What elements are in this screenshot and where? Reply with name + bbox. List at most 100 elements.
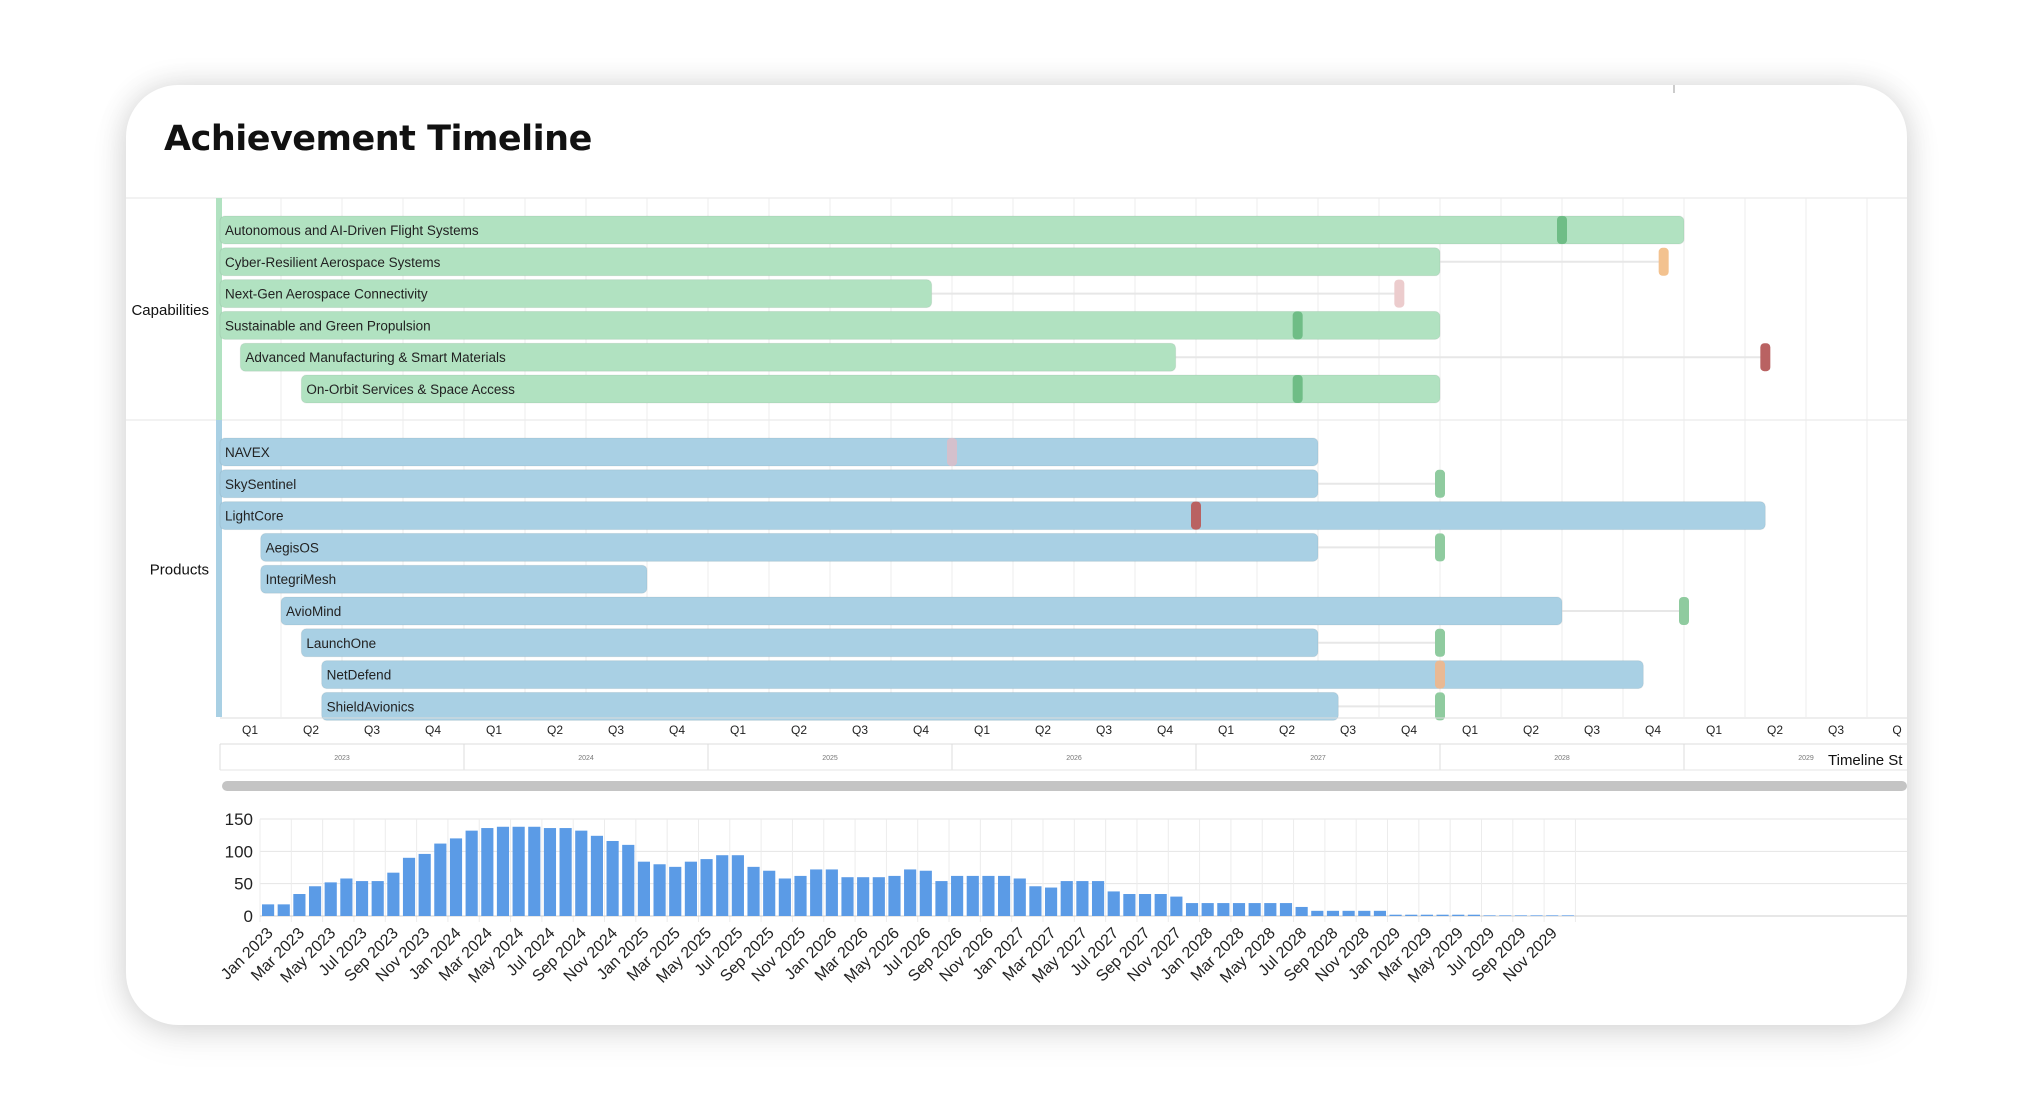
hist-bar[interactable] [1483, 915, 1496, 916]
hist-bar[interactable] [308, 886, 322, 916]
hist-bar[interactable] [1217, 903, 1230, 916]
gantt-bar[interactable] [219, 469, 1319, 499]
hist-bar[interactable] [434, 843, 447, 916]
hist-bar[interactable] [951, 875, 964, 916]
hist-bar[interactable] [1561, 915, 1574, 916]
hist-bar[interactable] [1107, 891, 1120, 916]
hist-bar[interactable] [1420, 914, 1433, 916]
hist-bar[interactable] [1076, 881, 1089, 916]
milestone-marker[interactable] [1435, 628, 1445, 657]
hist-bar[interactable] [402, 857, 416, 916]
hist-bar[interactable] [1201, 903, 1214, 916]
hist-bar[interactable] [1123, 894, 1136, 916]
hist-bar[interactable] [1248, 903, 1261, 916]
hist-bar[interactable] [340, 878, 353, 916]
milestone-marker[interactable] [947, 438, 957, 466]
hist-bar[interactable] [1060, 881, 1073, 916]
gantt-bar[interactable] [300, 628, 1319, 658]
milestone-marker[interactable] [1658, 247, 1669, 276]
hist-bar[interactable] [1467, 914, 1480, 916]
hist-bar[interactable] [559, 828, 572, 916]
hist-bar[interactable] [1170, 896, 1183, 916]
hist-bar[interactable] [857, 877, 870, 916]
hist-bar[interactable] [653, 864, 666, 916]
milestone-marker[interactable] [1435, 660, 1445, 689]
gantt-bar[interactable] [219, 279, 933, 309]
milestone-marker[interactable] [1191, 501, 1201, 530]
gantt-bar[interactable] [219, 501, 1766, 531]
hist-bar[interactable] [763, 870, 776, 916]
gantt-bar[interactable] [219, 215, 1685, 245]
hist-bar[interactable] [778, 878, 791, 916]
hist-bar[interactable] [637, 861, 650, 916]
hist-bar[interactable] [371, 881, 384, 916]
hist-bar[interactable] [465, 830, 478, 916]
hist-bar[interactable] [935, 881, 948, 916]
hist-bar[interactable] [1185, 903, 1199, 916]
gantt-bar[interactable] [260, 564, 648, 594]
hist-bar[interactable] [590, 835, 604, 916]
hist-bar[interactable] [262, 904, 275, 916]
hist-bar[interactable] [1045, 887, 1058, 916]
hist-bar[interactable] [1138, 894, 1152, 916]
hist-bar[interactable] [888, 875, 901, 916]
hist-bar[interactable] [841, 877, 854, 916]
gantt-bar[interactable] [321, 691, 1339, 721]
gantt-bar[interactable] [280, 596, 1563, 626]
hist-bar[interactable] [1091, 881, 1105, 916]
hist-bar[interactable] [528, 826, 541, 916]
gantt-bar[interactable] [239, 342, 1177, 372]
gantt-bar[interactable] [300, 374, 1441, 404]
hist-bar[interactable] [1279, 903, 1293, 916]
hist-bar[interactable] [700, 859, 713, 916]
hist-bar[interactable] [1311, 910, 1324, 916]
hist-bar[interactable] [747, 866, 760, 916]
hist-bar[interactable] [1436, 914, 1449, 916]
hist-bar[interactable] [293, 894, 306, 916]
hist-bar[interactable] [1452, 914, 1465, 916]
hist-bar[interactable] [277, 904, 290, 916]
hist-bar[interactable] [481, 828, 494, 916]
hist-bar[interactable] [966, 875, 979, 916]
hist-bar[interactable] [1405, 914, 1418, 916]
milestone-marker[interactable] [1435, 692, 1445, 721]
hist-bar[interactable] [575, 830, 588, 916]
hist-bar[interactable] [872, 877, 885, 916]
hist-bar[interactable] [1264, 903, 1277, 916]
hist-bar[interactable] [1295, 906, 1308, 916]
hist-bar[interactable] [355, 881, 369, 916]
hist-bar[interactable] [418, 853, 431, 916]
hist-bar[interactable] [1358, 910, 1371, 916]
hist-bar[interactable] [449, 838, 463, 916]
hist-bar[interactable] [904, 869, 917, 916]
hist-bar[interactable] [794, 875, 807, 916]
gantt-bar[interactable] [219, 310, 1441, 340]
hist-bar[interactable] [1514, 915, 1527, 916]
hist-bar[interactable] [1326, 910, 1340, 916]
hist-bar[interactable] [1154, 894, 1167, 916]
horizontal-scrollbar[interactable] [222, 781, 1907, 791]
hist-bar[interactable] [1546, 915, 1559, 916]
hist-bar[interactable] [1029, 886, 1042, 916]
hist-bar[interactable] [1530, 915, 1543, 916]
hist-bar[interactable] [716, 855, 729, 916]
milestone-marker[interactable] [1394, 279, 1405, 308]
hist-bar[interactable] [512, 826, 525, 916]
hist-bar[interactable] [1389, 914, 1402, 916]
milestone-marker[interactable] [1435, 469, 1445, 498]
milestone-marker[interactable] [1760, 343, 1771, 372]
hist-bar[interactable] [810, 869, 823, 916]
milestone-marker[interactable] [1679, 597, 1689, 625]
hist-bar[interactable] [606, 840, 619, 916]
hist-bar[interactable] [919, 870, 932, 916]
hist-bar[interactable] [1232, 903, 1246, 916]
hist-bar[interactable] [998, 875, 1011, 916]
gantt-bar[interactable] [219, 437, 1319, 467]
hist-bar[interactable] [1342, 910, 1355, 916]
hist-bar[interactable] [543, 828, 557, 916]
gantt-bar[interactable] [321, 660, 1644, 690]
gantt-bar[interactable] [219, 247, 1441, 277]
gantt-bar[interactable] [260, 532, 1319, 562]
hist-bar[interactable] [1013, 878, 1026, 916]
hist-bar[interactable] [324, 882, 337, 916]
